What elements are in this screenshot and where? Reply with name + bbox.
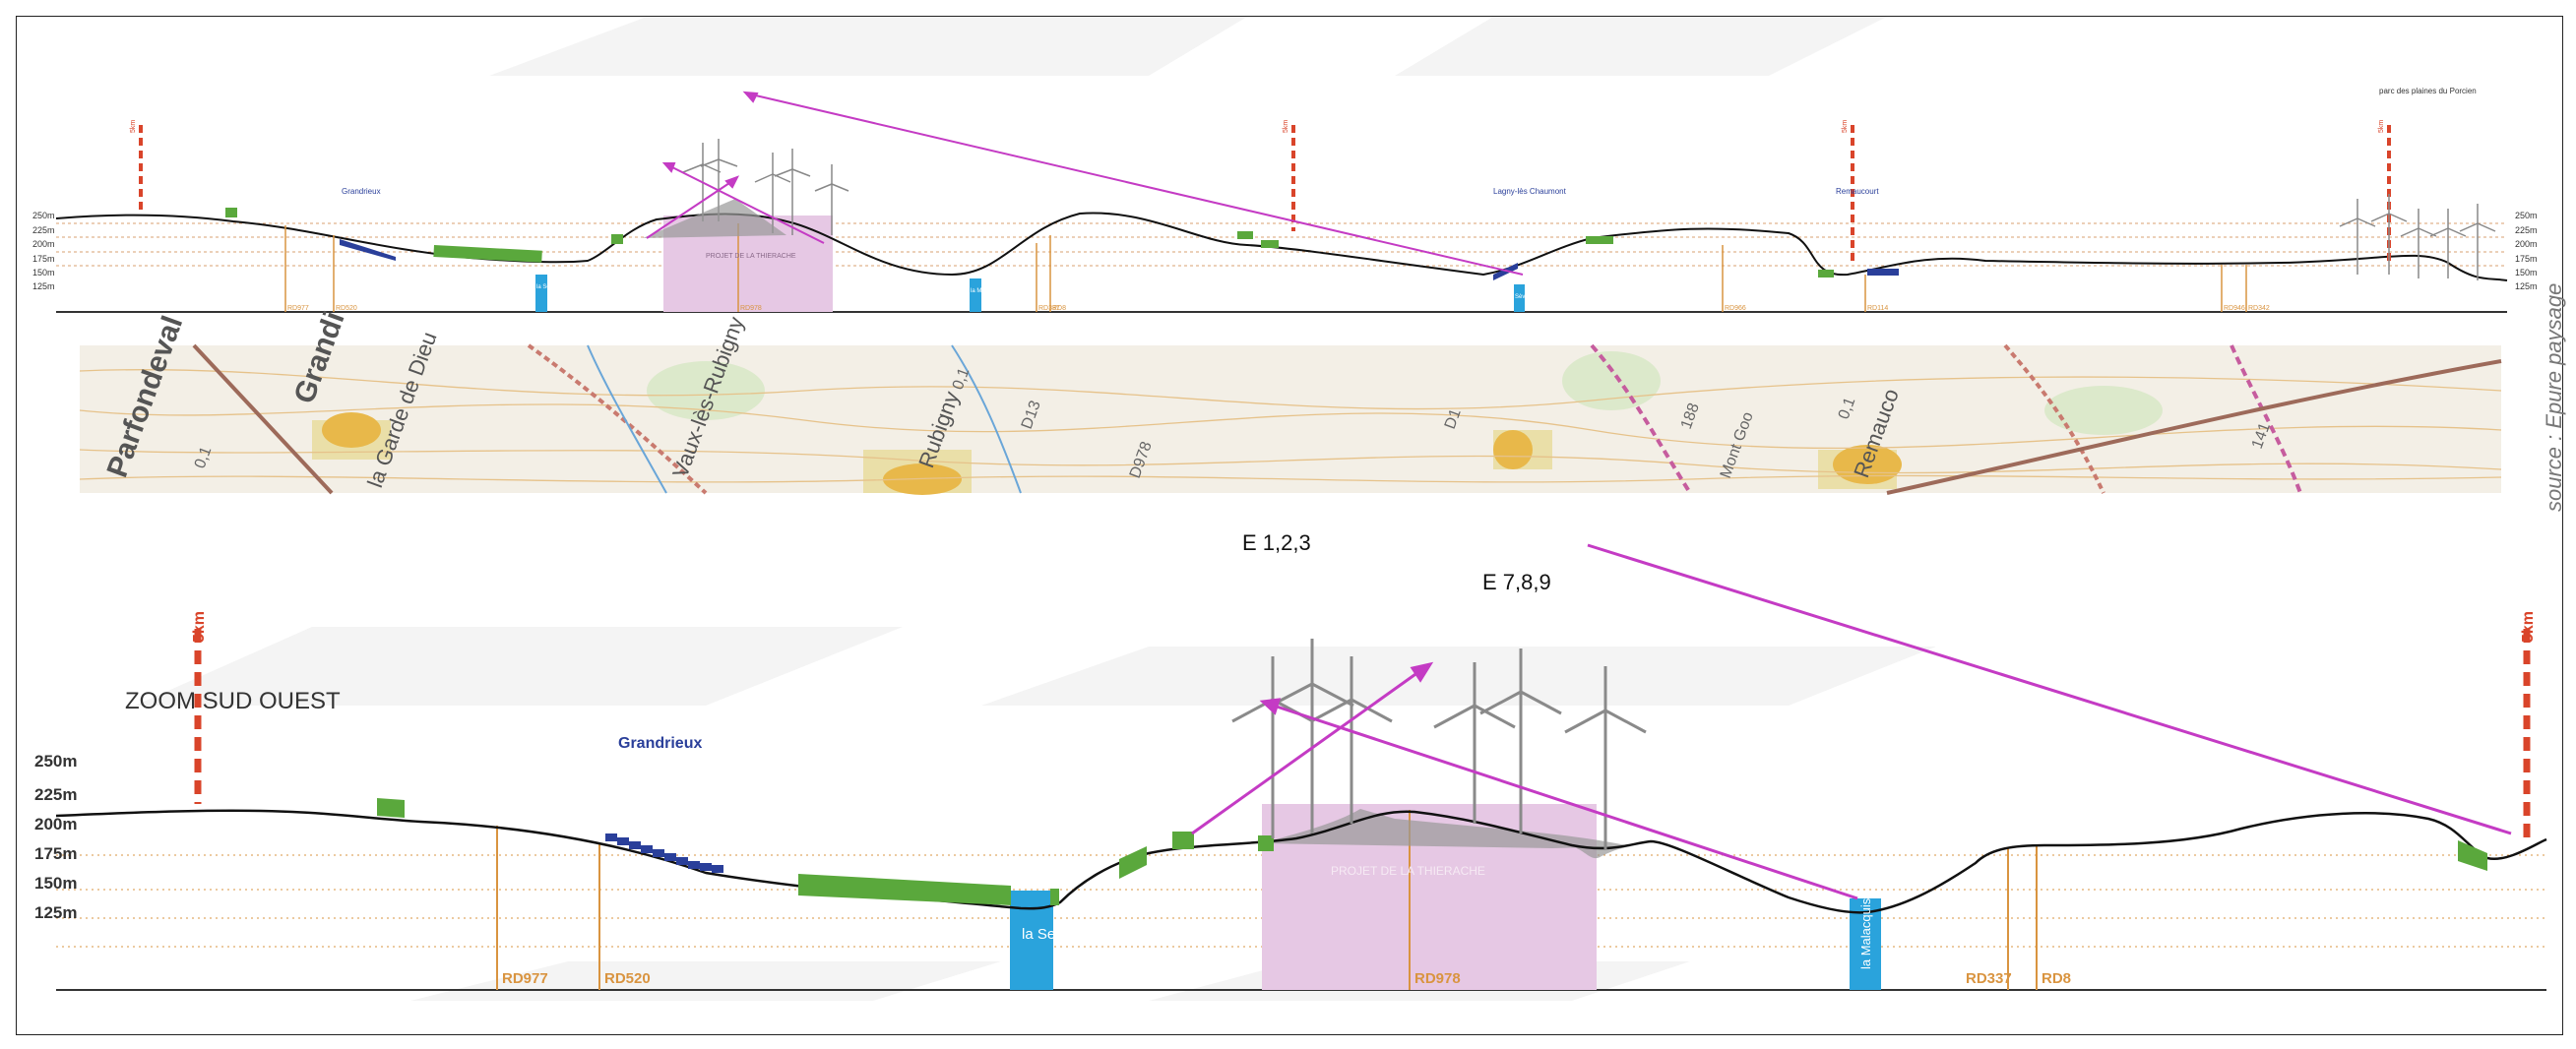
zoom-road-rd8: RD8 [2042, 970, 2071, 987]
zoom-title: ZOOM SUD OUEST [125, 688, 341, 714]
overview-road-rd966: RD966 [1725, 305, 1746, 312]
wind-turbine-icon [1564, 666, 1647, 849]
overview-alt-200-left: 200m [32, 239, 55, 249]
overview-alt-250-right: 250m [2515, 211, 2538, 220]
overview-alt-225-left: 225m [32, 225, 55, 235]
map-label-01-c: 0,1 [1836, 396, 1859, 422]
overview-water-malacquise: la Malacquise [971, 288, 1007, 294]
zoom-road-rd337: RD337 [1966, 970, 2012, 987]
overview-alt-150-left: 150m [32, 268, 55, 278]
overview-parc-label: parc des plaines du Porcien [2379, 87, 2477, 95]
source-credit: source : Epure paysage [2542, 282, 2566, 512]
overview-road-rd114: RD114 [1867, 305, 1888, 312]
overview-projet-label: PROJET DE LA THIERACHE [706, 253, 796, 260]
zoom-turbine-label-e123: E 1,2,3 [1242, 530, 1311, 555]
map-strip: Parfondeval Grandi la Garde de Dieu Vaux… [79, 307, 2502, 495]
watermark-logo [135, 17, 1936, 1001]
zoom-water-malacquise: la Malacquise [1858, 892, 1873, 970]
zoom-road-rd977: RD977 [502, 970, 548, 987]
zoom-river-malacquise [1850, 898, 1881, 990]
overview-road-rd978: RD978 [740, 305, 762, 312]
overview-alt-250-left: 250m [32, 211, 55, 220]
overview-river-serre [535, 275, 547, 312]
zoom-projet-shadow [1262, 809, 1631, 848]
overview-5km-4: 5km [2378, 120, 2385, 133]
map-label-d1: D1 [1442, 406, 1465, 431]
zoom-road-rd520: RD520 [604, 970, 651, 987]
zoom-alt-250: 250m [34, 752, 77, 771]
overview-alt-125-right: 125m [2515, 281, 2538, 291]
overview-alt-125-left: 125m [32, 281, 55, 291]
overview-village-grandrieux: Grandrieux [342, 187, 381, 196]
wind-turbine-icon [1433, 662, 1516, 824]
figure-frame: 250m 225m 200m 175m 150m 125m 250m 225m … [16, 16, 2563, 1035]
overview-5km-2: 5km [1283, 120, 1289, 133]
overview-5km-3: 5km [1842, 120, 1849, 133]
overview-alt-175-right: 175m [2515, 254, 2538, 264]
overview-road-rd337: RD337 [1038, 305, 1060, 312]
zoom-village-grandrieux: Grandrieux [618, 735, 702, 752]
overview-road-rd342: RD342 [2248, 305, 2270, 312]
overview-village-remaucourt: Remaucourt [1836, 187, 1879, 196]
zoom-5km-left: 5km [191, 611, 208, 643]
overview-water-sevre: Sèvre [1515, 294, 1531, 300]
overview-road-rd520: RD520 [336, 305, 357, 312]
overview-road-rd977: RD977 [287, 305, 309, 312]
overview-profile: 250m 225m 200m 175m 150m 125m 250m 225m … [32, 87, 2538, 313]
zoom-road-rd978: RD978 [1414, 970, 1461, 987]
map-label-01-b: 0,1 [950, 366, 974, 393]
overview-alt-175-left: 175m [32, 254, 55, 264]
zoom-sightlines [1191, 543, 2512, 900]
zoom-alt-125: 125m [34, 903, 77, 922]
zoom-turbines [1231, 639, 1647, 849]
zoom-vegetation [377, 798, 2487, 905]
overview-water-serre: la Serre [536, 284, 558, 290]
zoom-projet-label: PROJET DE LA THIERACHE [1331, 864, 1485, 878]
zoom-village-houses [605, 833, 723, 873]
overview-river-sevre [1514, 284, 1525, 312]
map-label-01-a: 0,1 [192, 445, 216, 471]
overview-road-rd946: RD946 [2224, 305, 2245, 312]
overview-alt-225-right: 225m [2515, 225, 2538, 235]
overview-river-malacquise [970, 278, 981, 312]
zoom-5km-right: 5km [2520, 611, 2537, 643]
overview-alt-200-right: 200m [2515, 239, 2538, 249]
zoom-alt-200: 200m [34, 815, 77, 833]
zoom-turbine-label-e789: E 7,8,9 [1482, 570, 1551, 594]
overview-road-rd8: RD8 [1052, 305, 1066, 312]
overview-5km-1: 5km [130, 120, 137, 133]
zoom-profile: ZOOM SUD OUEST E 1,2,3 E 7,8,9 5km 5km 2… [34, 530, 2547, 991]
overview-village-lagny: Lagny-lès Chaumont [1493, 187, 1567, 196]
zoom-alt-175: 175m [34, 844, 77, 863]
zoom-alt-150: 150m [34, 874, 77, 893]
zoom-water-serre: la Serre [1022, 926, 1074, 943]
wind-turbine-icon [1479, 648, 1562, 833]
zoom-terrain-line [55, 809, 2547, 914]
overview-alt-150-right: 150m [2515, 268, 2538, 278]
zoom-alt-225: 225m [34, 785, 77, 804]
landscape-diagram: 250m 225m 200m 175m 150m 125m 250m 225m … [32, 17, 2547, 1001]
